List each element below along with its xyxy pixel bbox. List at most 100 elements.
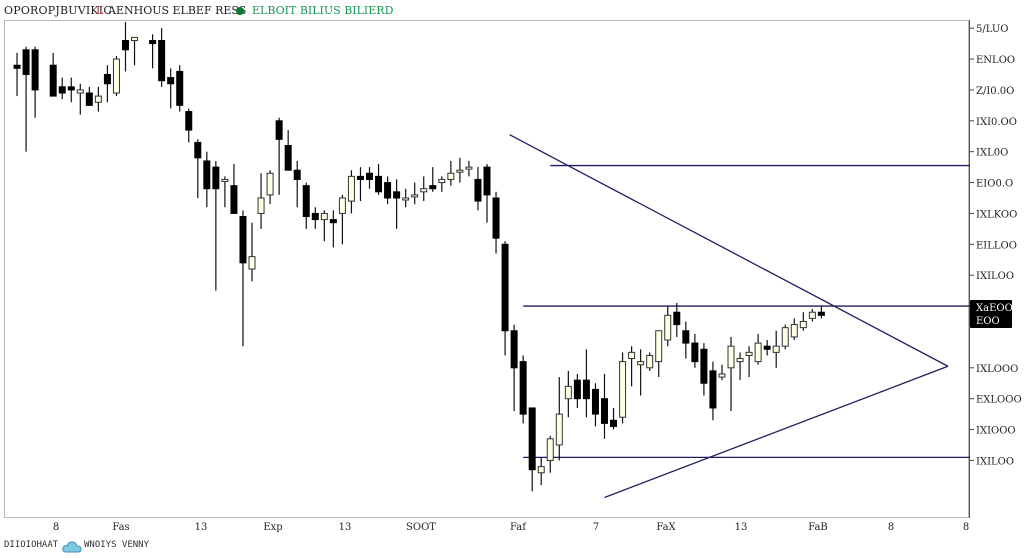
candle-body-59 — [564, 385, 572, 400]
y-tick-label-6: IXLKOO — [976, 209, 1017, 220]
chart-header: OPOROPJBUVIKIC L AENHOUS ELBEF RESS ELBO… — [0, 0, 1024, 22]
y-tick-label-4: IXL0O — [976, 148, 1008, 159]
y-tick-label-2: Z/I0.0O — [976, 86, 1014, 97]
y-tick-label-10: IXLOOO — [976, 364, 1018, 375]
candle-body-70 — [664, 314, 672, 341]
candle-body-68 — [646, 354, 654, 369]
candle-body-72 — [682, 330, 690, 344]
candle-body-61 — [582, 379, 590, 400]
candle-body-17 — [185, 111, 193, 131]
x-tick-label-8: FaX — [656, 522, 676, 533]
candle-body-85 — [799, 320, 807, 329]
candle-body-2 — [31, 49, 39, 91]
candle-body-48 — [465, 166, 473, 170]
candle-body-83 — [781, 327, 789, 347]
candle-body-41 — [402, 197, 410, 201]
candle-body-54 — [519, 361, 527, 415]
x-tick-label-11: 8 — [888, 522, 894, 533]
candle-body-27 — [275, 120, 283, 140]
candle-body-18 — [194, 141, 202, 159]
candle-body-52 — [501, 243, 509, 332]
candle-body-31 — [311, 212, 319, 221]
price-axis-divider — [969, 20, 970, 518]
candle-body-11 — [121, 40, 129, 51]
candle-body-26 — [266, 172, 274, 196]
candle-body-49 — [474, 178, 482, 202]
candle-body-75 — [709, 370, 717, 409]
candle-body-9 — [103, 73, 111, 85]
candle-body-3 — [49, 64, 57, 97]
candle-body-16 — [176, 70, 184, 106]
candle-body-86 — [808, 311, 816, 319]
candle-body-79 — [745, 351, 753, 356]
candle-body-76 — [718, 373, 726, 378]
candle-body-84 — [790, 324, 798, 338]
x-tick-label-10: FaB — [808, 522, 828, 533]
footer-left-label: DIIOIOHAAT — [4, 540, 59, 550]
candle-body-1 — [22, 49, 30, 75]
candle-body-21 — [221, 178, 229, 182]
candle-body-7 — [85, 92, 93, 106]
candle-body-40 — [393, 191, 401, 199]
candle-body-37 — [366, 172, 374, 180]
y-tick-label-11: EXLOOO — [976, 395, 1022, 406]
candle-body-73 — [691, 342, 699, 363]
candle-body-39 — [384, 182, 392, 199]
chart-footer: DIIOIOHAAT WNOIYS VENNY — [0, 537, 1024, 554]
candle-body-13 — [149, 40, 157, 45]
candle-body-14 — [158, 40, 166, 82]
candle-body-55 — [528, 407, 536, 471]
candle-body-50 — [483, 166, 491, 196]
status-dot-icon — [236, 7, 244, 15]
candle-body-15 — [167, 77, 175, 85]
y-tick-label-1: ENLOO — [976, 55, 1015, 66]
candle-body-44 — [429, 185, 437, 190]
candle-body-8 — [94, 95, 102, 103]
candle-body-5 — [67, 86, 75, 91]
candle-body-62 — [591, 388, 599, 415]
candle-body-74 — [700, 348, 708, 384]
trendline-0 — [509, 134, 949, 367]
y-tick-label-13: IXILOO — [976, 456, 1014, 467]
candle-body-35 — [347, 175, 355, 202]
candle-body-24 — [248, 256, 256, 270]
candle-body-63 — [600, 398, 608, 424]
price-tag-box — [970, 300, 1012, 329]
candle-body-78 — [736, 358, 744, 363]
candle-body-46 — [447, 172, 455, 180]
candle-body-51 — [492, 197, 500, 239]
candle-body-58 — [555, 413, 563, 446]
candle-body-87 — [817, 311, 825, 316]
candle-body-60 — [573, 379, 581, 400]
candle-body-4 — [58, 86, 66, 94]
candle-body-77 — [727, 345, 735, 369]
candle-body-80 — [754, 342, 762, 363]
candle-body-33 — [329, 219, 337, 224]
x-tick-label-0: 8 — [53, 522, 59, 533]
trendline-1 — [604, 365, 949, 499]
x-tick-label-9: 13 — [735, 522, 748, 533]
candle-body-82 — [772, 345, 780, 353]
x-tick-label-12: 8 — [963, 522, 969, 533]
y-tick-label-8: IXILOO — [976, 271, 1014, 282]
candle-body-12 — [131, 36, 139, 42]
candle-body-71 — [673, 311, 681, 326]
plot-area — [4, 20, 969, 518]
candle-body-20 — [212, 166, 220, 190]
candle-body-64 — [610, 419, 618, 427]
x-tick-label-6: Faf — [510, 522, 527, 533]
chart-extra-label: ELBOIT BILIUS BILIERD — [252, 4, 394, 17]
y-tick-label-7: EILLOO — [976, 240, 1017, 251]
candle-body-32 — [320, 212, 328, 221]
candle-body-42 — [411, 194, 419, 198]
candle-body-69 — [655, 330, 663, 363]
candle-body-67 — [637, 361, 645, 366]
candle-body-57 — [546, 438, 554, 461]
x-tick-label-5: SOOT — [406, 522, 436, 533]
footer-right-label: WNOIYS VENNY — [84, 540, 150, 550]
cloud-icon — [62, 539, 82, 558]
y-tick-label-3: IXI0.OO — [976, 117, 1017, 128]
candle-body-19 — [203, 160, 211, 190]
y-tick-label-12: IXIOOO — [976, 426, 1016, 437]
candlestick-chart: 5/LUO ENLOO Z/I0.0O IXI0.OO IXL0O EIO0.O IXLKO… — [13, 22, 1022, 533]
